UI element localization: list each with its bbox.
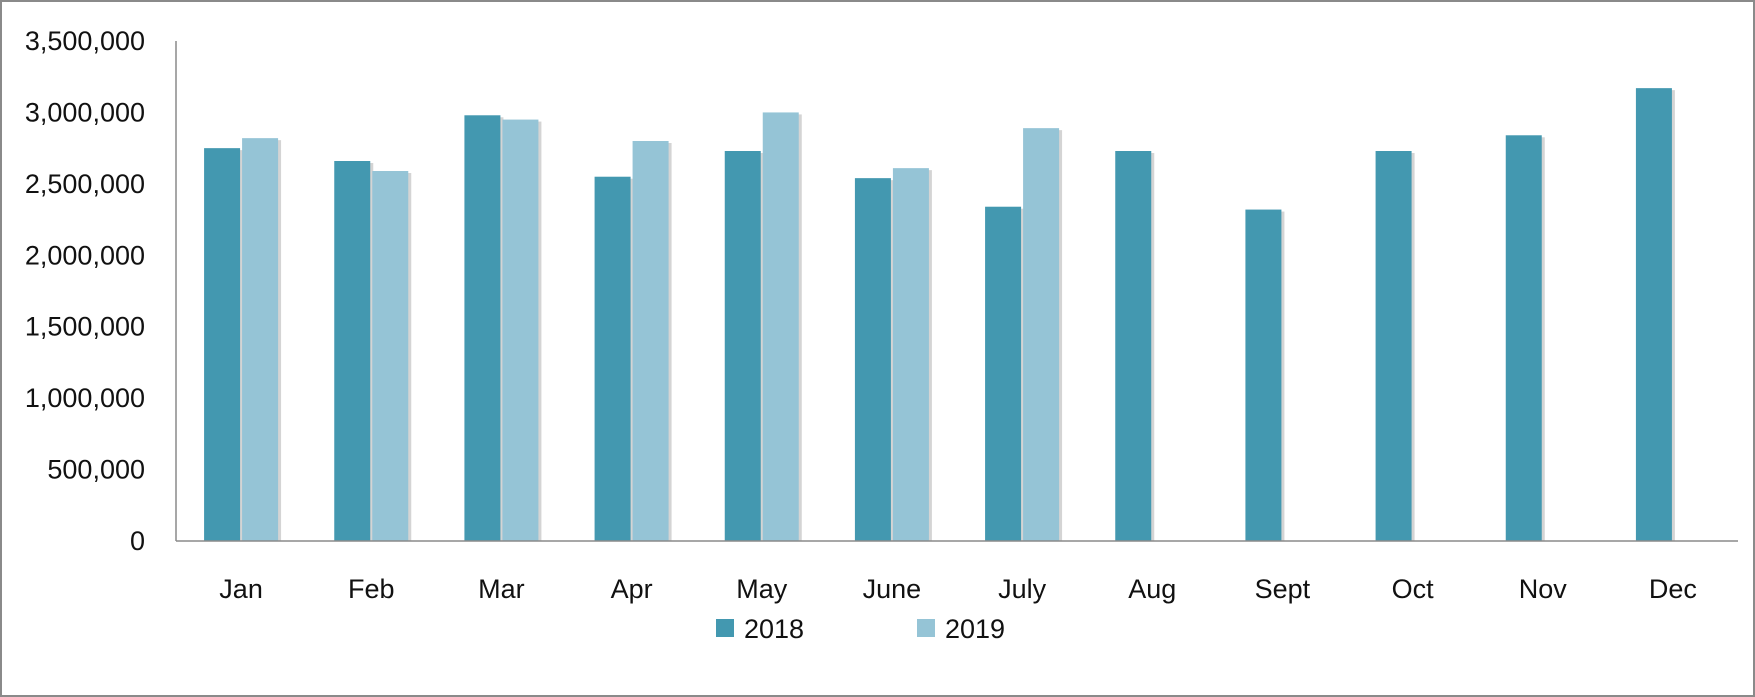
y-tick-label: 0 xyxy=(130,526,145,556)
y-tick-label: 3,000,000 xyxy=(25,97,145,127)
bar-2018-apr xyxy=(594,176,631,541)
y-tick-label: 1,000,000 xyxy=(25,383,145,413)
legend-label: 2019 xyxy=(945,614,1005,644)
legend: 2018 2019 xyxy=(716,614,1005,644)
x-tick-label: May xyxy=(736,574,788,604)
bar-2019-june xyxy=(892,168,929,541)
x-tick-label: Oct xyxy=(1392,574,1435,604)
bar-2018-nov xyxy=(1505,135,1542,542)
bar-2018-aug xyxy=(1115,151,1152,541)
y-tick-label: 2,500,000 xyxy=(25,169,145,199)
x-tick-label: Aug xyxy=(1128,574,1176,604)
y-tick-label: 1,500,000 xyxy=(25,312,145,342)
bar-2019-apr xyxy=(632,141,669,541)
x-tick-label: Sept xyxy=(1255,574,1311,604)
x-axis: Jan Feb Mar Apr May June July Aug Sept Oct Nov Dec xyxy=(176,540,1738,604)
x-tick-label: Apr xyxy=(611,574,653,604)
bar-2019-may xyxy=(762,112,799,541)
bar-2018-oct xyxy=(1375,151,1412,541)
bar-2018-june xyxy=(854,178,891,541)
x-tick-label: June xyxy=(863,574,922,604)
bar-2019-mar xyxy=(502,119,539,542)
bars xyxy=(204,88,1675,542)
y-tick-label: 500,000 xyxy=(47,455,145,485)
legend-swatch-2018 xyxy=(716,619,734,637)
x-tick-label: Nov xyxy=(1519,574,1568,604)
x-tick-label: Mar xyxy=(478,574,525,604)
bar-2018-sept xyxy=(1245,209,1282,542)
bar-2018-dec xyxy=(1635,88,1672,542)
y-tick-label: 2,000,000 xyxy=(25,240,145,270)
bar-2019-jan xyxy=(242,138,279,541)
legend-label: 2018 xyxy=(744,614,804,644)
x-tick-label: Dec xyxy=(1649,574,1697,604)
bar-2018-july xyxy=(985,206,1022,541)
bar-2018-jan xyxy=(204,148,241,541)
x-tick-label: July xyxy=(998,574,1047,604)
x-tick-label: Jan xyxy=(219,574,263,604)
bar-2018-may xyxy=(724,151,761,541)
y-tick-label: 3,500,000 xyxy=(25,26,145,56)
bar-2019-feb xyxy=(372,171,409,541)
bar-2018-mar xyxy=(464,115,501,542)
bar-2019-july xyxy=(1023,128,1060,541)
x-tick-label: Feb xyxy=(348,574,395,604)
bar-2018-feb xyxy=(334,161,371,541)
legend-swatch-2019 xyxy=(917,619,935,637)
y-axis: 0 500,000 1,000,000 1,500,000 2,000,000 2,500… xyxy=(25,26,177,556)
